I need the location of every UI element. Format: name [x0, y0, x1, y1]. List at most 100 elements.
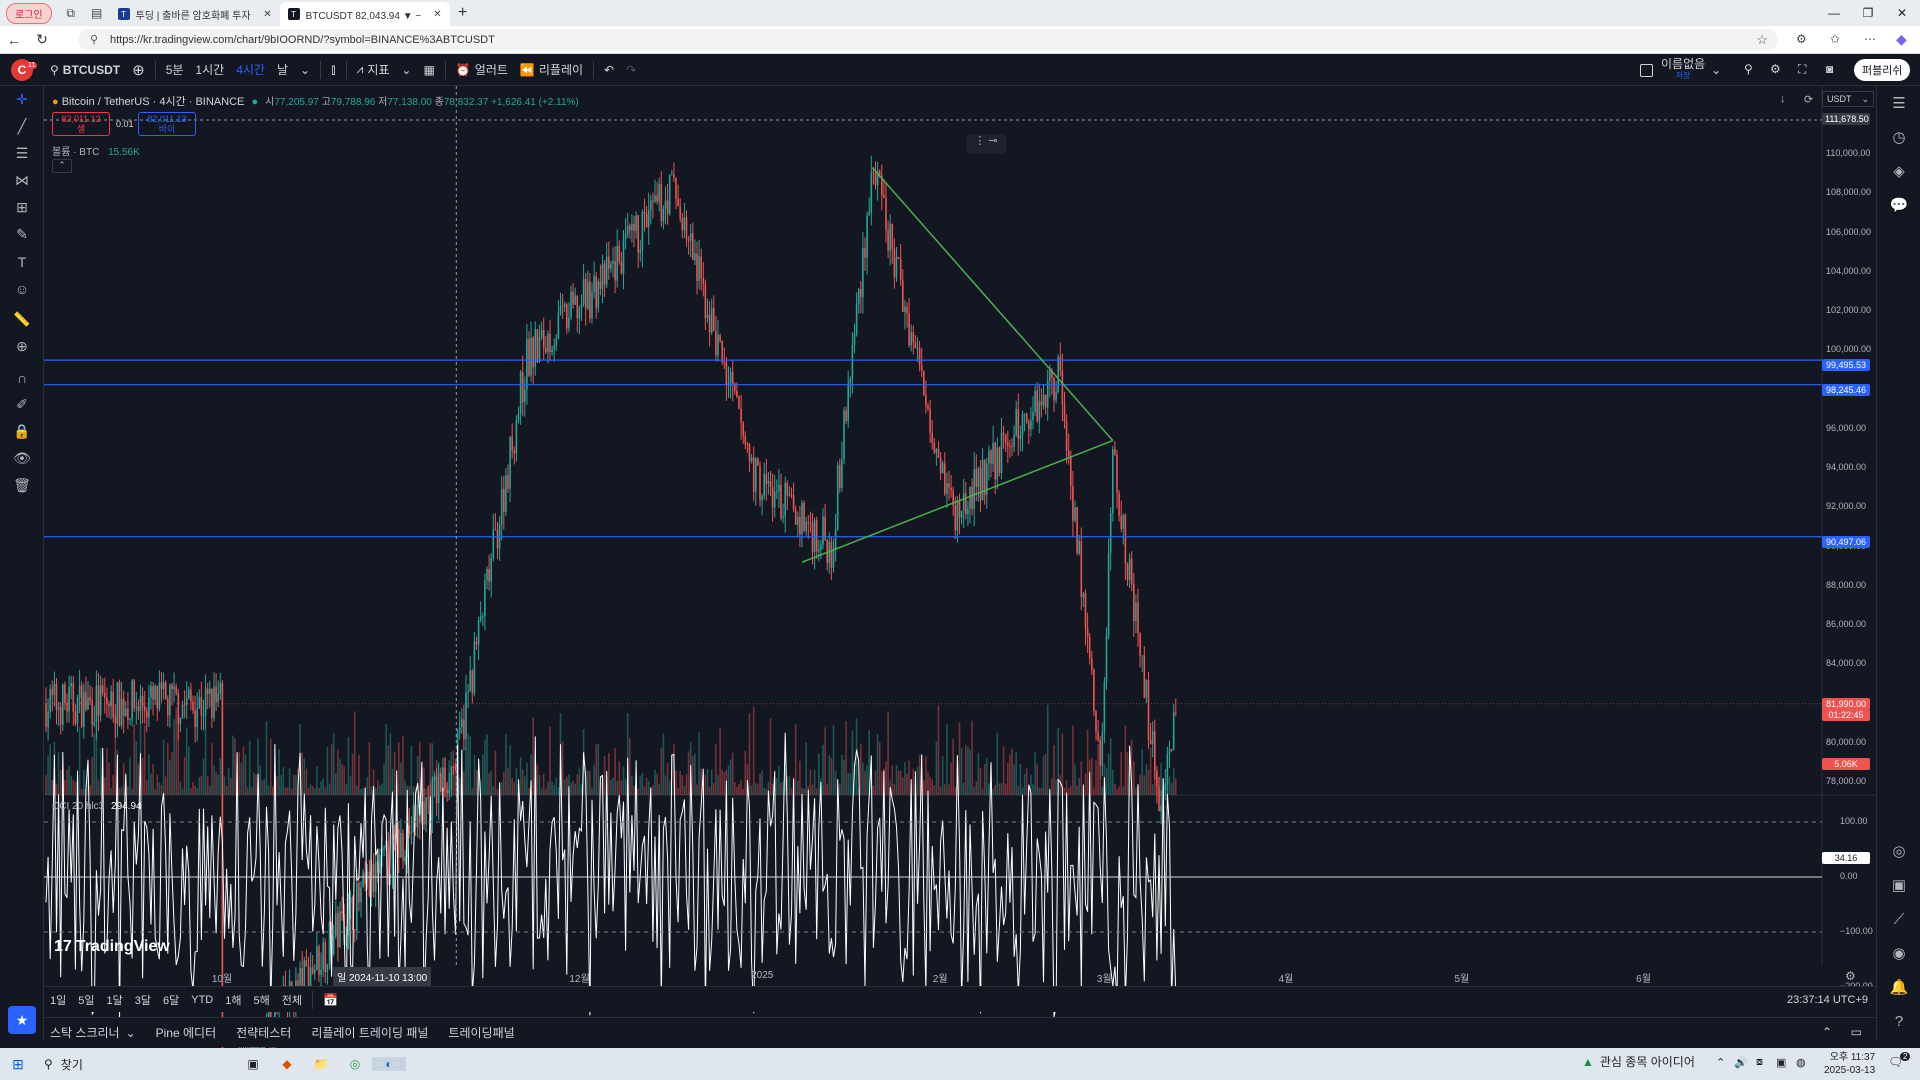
- tray-chevron-icon[interactable]: ⌃: [1716, 1057, 1726, 1069]
- goto-date-icon[interactable]: 📅: [323, 992, 338, 1007]
- emoji-icon[interactable]: ☺: [14, 280, 30, 297]
- lock-drawing-icon[interactable]: ✐: [16, 396, 28, 412]
- settings-gear-icon[interactable]: ⚙: [1770, 62, 1781, 76]
- layout-name-button[interactable]: 이름없음 저장 ⌄: [1640, 54, 1721, 86]
- tab-trading-panel[interactable]: 트레이딩패널: [448, 1026, 515, 1040]
- copilot-app-icon[interactable]: ◆: [282, 1057, 292, 1071]
- symbol-search-button[interactable]: ⚲ BTCUSDT: [44, 54, 126, 86]
- news-widget[interactable]: ▲ 관심 종목 아이디어: [1582, 1053, 1695, 1070]
- system-clock[interactable]: 오후 11:37 2025-03-13: [1824, 1051, 1875, 1077]
- extensions-icon[interactable]: ⚙: [1796, 32, 1807, 46]
- close-tab-icon[interactable]: ✕: [433, 8, 442, 20]
- interval-dropdown-icon[interactable]: ⌄: [300, 62, 311, 77]
- indicators-button[interactable]: ⩘ 지표: [351, 54, 396, 86]
- tab-stock-screener[interactable]: 스탁 스크리너 ⌄: [44, 1017, 142, 1049]
- buy-button[interactable]: 82,011.13 바이: [138, 112, 196, 136]
- task-view-icon[interactable]: ▣: [247, 1057, 259, 1071]
- new-tab-icon[interactable]: +: [457, 4, 468, 21]
- target-icon[interactable]: ◎: [1892, 843, 1906, 860]
- fib-retracement-icon[interactable]: ☰: [15, 145, 29, 161]
- publish-button[interactable]: 퍼블리쉬: [1854, 59, 1911, 81]
- redo-icon[interactable]: ↷: [626, 62, 637, 77]
- range-5d[interactable]: 5일: [78, 994, 95, 1007]
- menu-dots-icon[interactable]: ⋯: [1864, 32, 1876, 46]
- range-5y[interactable]: 5해: [253, 994, 270, 1007]
- volume-icon[interactable]: 🔊: [1734, 1057, 1748, 1069]
- replay-button[interactable]: ⏪ 리플레이: [514, 54, 589, 86]
- notification-icon[interactable]: 🗨: [1888, 1055, 1904, 1069]
- alert-button[interactable]: ⏰ 얼러트: [450, 54, 514, 86]
- lock-icon[interactable]: 🔒: [13, 423, 31, 439]
- layers-icon[interactable]: ◈: [1893, 163, 1905, 180]
- broadcast-icon[interactable]: ◉: [1892, 945, 1906, 962]
- interval-4h[interactable]: 4시간: [236, 63, 265, 77]
- sell-button[interactable]: 82,011.12 셀: [52, 112, 110, 136]
- indicator-templates-icon[interactable]: ⌄: [401, 62, 412, 77]
- camera-icon[interactable]: ◙: [1826, 62, 1834, 76]
- interval-5m[interactable]: 5분: [165, 63, 184, 77]
- favorites-icon[interactable]: ✩: [1830, 32, 1841, 46]
- reload-icon[interactable]: ↻: [36, 31, 48, 47]
- file-explorer-icon[interactable]: 📁: [313, 1057, 329, 1071]
- collapse-panel-icon[interactable]: ⌃: [1821, 1025, 1832, 1039]
- range-3m[interactable]: 3달: [134, 994, 151, 1007]
- brush-icon[interactable]: ✎: [16, 226, 28, 242]
- maximize-icon[interactable]: ❐: [1862, 6, 1874, 20]
- bell-icon[interactable]: 🔔: [1889, 979, 1909, 996]
- range-1y[interactable]: 1해: [225, 994, 242, 1007]
- scroll-down-icon[interactable]: ↓: [1780, 93, 1786, 105]
- watchlist-icon[interactable]: ☰: [1892, 95, 1906, 112]
- taskbar-search[interactable]: ⚲ 찾기: [36, 1051, 236, 1077]
- range-1m[interactable]: 1달: [106, 994, 123, 1007]
- chat-icon[interactable]: 💬: [1889, 197, 1909, 214]
- range-6m[interactable]: 6달: [163, 994, 180, 1007]
- close-tab-icon[interactable]: ✕: [263, 8, 272, 20]
- layout-grid-icon[interactable]: ▦: [423, 62, 435, 77]
- magnet-icon[interactable]: ∩: [16, 369, 28, 386]
- tab-actions-icon[interactable]: ▤: [90, 6, 103, 20]
- favorite-star-icon[interactable]: ☆: [1756, 32, 1768, 47]
- windows-start-icon[interactable]: ⊞: [12, 1055, 24, 1072]
- range-1d[interactable]: 1일: [50, 994, 67, 1007]
- compare-add-icon[interactable]: ⊕: [132, 61, 145, 79]
- tab-tuding[interactable]: T 투딩 | 출바른 암호화폐 투자의 표 ✕: [110, 2, 280, 26]
- edge-browser-icon[interactable]: ◐: [372, 1057, 406, 1071]
- clock-timezone[interactable]: 23:37:14 UTC+9: [1786, 993, 1868, 1006]
- range-all[interactable]: 전체: [281, 994, 302, 1007]
- copilot-icon[interactable]: ◆: [1896, 31, 1907, 47]
- text-icon[interactable]: T: [17, 253, 27, 270]
- collapse-legend-icon[interactable]: ⌃: [52, 159, 72, 173]
- auto-scale-icon[interactable]: ⟳: [1804, 94, 1814, 106]
- zoom-in-icon[interactable]: ⊕: [16, 338, 28, 354]
- undo-icon[interactable]: ↶: [604, 62, 615, 77]
- workspaces-icon[interactable]: ⧉: [66, 5, 75, 20]
- fullscreen-icon[interactable]: ⛶: [1798, 62, 1807, 76]
- site-info-icon[interactable]: ⚲: [90, 34, 99, 46]
- projection-icon[interactable]: ⊞: [16, 199, 28, 215]
- tab-strategy-tester[interactable]: 전략테스터: [236, 1026, 292, 1040]
- maximize-panel-icon[interactable]: ▭: [1850, 1025, 1862, 1039]
- eye-icon[interactable]: 👁: [13, 450, 31, 466]
- interval-day[interactable]: 날: [276, 63, 288, 77]
- calendar-icon[interactable]: ▣: [1891, 877, 1907, 894]
- help-icon[interactable]: ?: [1894, 1012, 1904, 1030]
- crosshair-icon[interactable]: ✛: [16, 91, 28, 107]
- ime-icon[interactable]: ◍: [1796, 1057, 1806, 1069]
- network-icon[interactable]: ⧇: [1756, 1056, 1763, 1068]
- back-icon[interactable]: ←: [7, 31, 21, 48]
- user-menu-button[interactable]: C 11: [0, 58, 44, 81]
- close-window-icon[interactable]: ✕: [1896, 6, 1908, 20]
- watchlist-star-icon[interactable]: ★: [8, 1006, 36, 1034]
- profile-button[interactable]: 로그인: [0, 1, 58, 25]
- currency-select[interactable]: USDT ⌄: [1822, 91, 1874, 107]
- drawing-floating-toolbar[interactable]: ⋮ ⊸: [966, 134, 1006, 154]
- alerts-clock-icon[interactable]: ◷: [1892, 129, 1906, 146]
- tab-pine-editor[interactable]: Pine 에디터: [155, 1026, 217, 1040]
- url-field[interactable]: ⚲ https://kr.tradingview.com/chart/9bIOO…: [78, 29, 1778, 51]
- minimize-icon[interactable]: —: [1828, 6, 1840, 20]
- range-ytd[interactable]: YTD: [191, 993, 214, 1006]
- candle-type-icon[interactable]: ⫾: [331, 61, 336, 77]
- chart-line-icon[interactable]: ⟋: [1893, 910, 1905, 928]
- trendline-icon[interactable]: ╱: [17, 118, 27, 134]
